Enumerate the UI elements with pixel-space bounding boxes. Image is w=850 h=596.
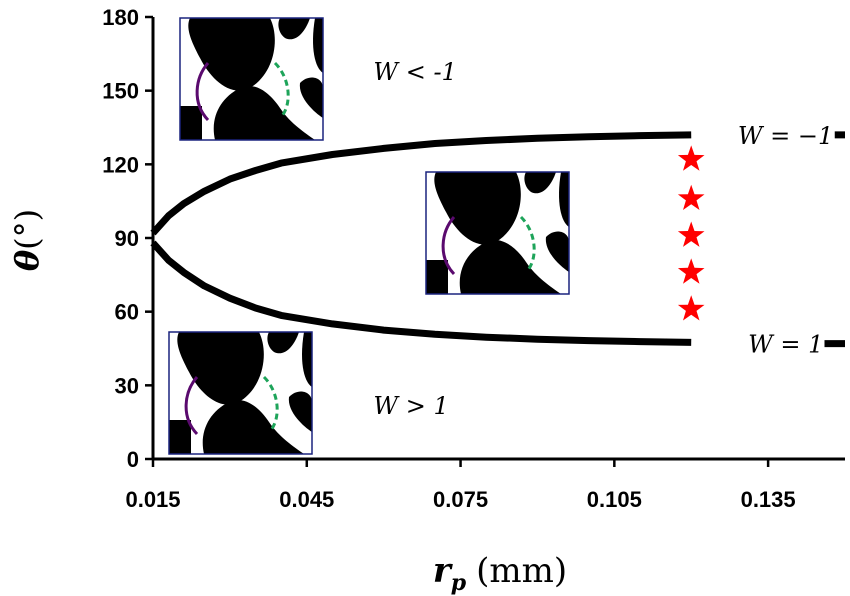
star-marker-0 bbox=[677, 145, 705, 171]
region-label-0: W < -1 bbox=[373, 58, 456, 86]
star-marker-4 bbox=[677, 295, 705, 321]
x-tick-label: 0.045 bbox=[279, 487, 334, 512]
y-tick-label: 60 bbox=[115, 300, 139, 325]
series-line-0 bbox=[150, 131, 692, 236]
axes: 0 30 60 90 120 150 180 0.015 0.045 0.075 0.105 0.13… bbox=[102, 5, 845, 512]
micrograph-inset-middle bbox=[425, 171, 570, 295]
x-axis-title: rp (mm) bbox=[433, 551, 567, 596]
x-tick-label: 0.075 bbox=[433, 487, 488, 512]
micrograph-inset-bottom bbox=[168, 331, 313, 455]
star-marker-2 bbox=[677, 221, 705, 247]
x-tick-label: 0.105 bbox=[587, 487, 642, 512]
line-label-0: W = −1 bbox=[738, 122, 833, 150]
y-tick-label: 120 bbox=[102, 152, 139, 177]
star-marker-1 bbox=[677, 184, 705, 210]
y-tick-label: 150 bbox=[102, 79, 139, 104]
region-label-1: W > 1 bbox=[373, 392, 448, 420]
y-tick-label: 90 bbox=[115, 226, 139, 251]
x-tick-label: 0.135 bbox=[741, 487, 796, 512]
x-tick-label: 0.015 bbox=[125, 487, 180, 512]
series-line-1 bbox=[150, 240, 692, 346]
y-axis-title: θ(°) bbox=[8, 209, 46, 271]
series-layer bbox=[150, 131, 845, 348]
y-tick-label: 0 bbox=[127, 447, 139, 472]
stars-layer bbox=[677, 145, 705, 321]
y-tick-label: 30 bbox=[115, 373, 139, 398]
star-marker-3 bbox=[677, 258, 705, 284]
y-tick-label: 180 bbox=[102, 5, 139, 30]
line-label-1: W = 1 bbox=[748, 331, 823, 359]
labels-layer: W = −1 W = 1 W < -1 W > 1 bbox=[373, 58, 833, 420]
micrograph-inset-top bbox=[179, 17, 324, 141]
